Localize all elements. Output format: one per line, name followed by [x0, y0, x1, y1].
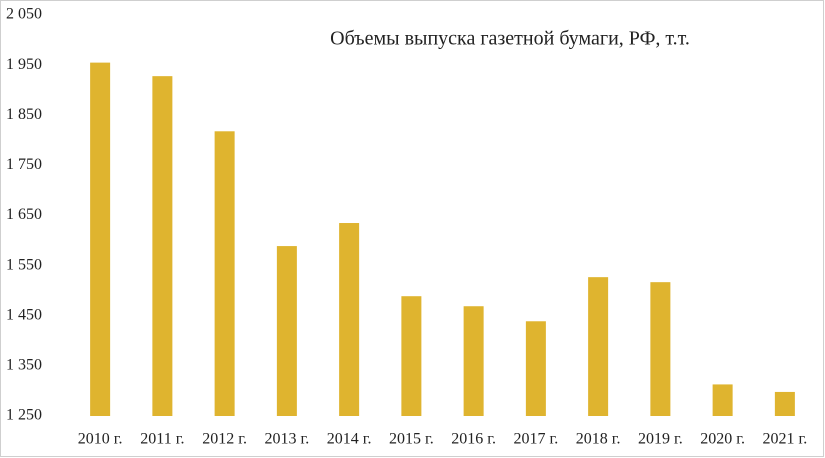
bar [774, 391, 795, 416]
y-tick-label: 1 850 [6, 106, 42, 123]
x-tick-label: 2015 г. [389, 431, 434, 448]
bar [152, 76, 173, 416]
x-tick-label: 2010 г. [78, 431, 123, 448]
x-tick-label: 2016 г. [451, 431, 496, 448]
bar [712, 384, 733, 416]
x-tick-label: 2011 г. [140, 431, 184, 448]
y-tick-label: 2 050 [6, 6, 42, 23]
chart-title: Объемы выпуска газетной бумаги, РФ, т.т. [330, 28, 690, 50]
y-tick-label: 1 950 [6, 56, 42, 73]
bar [650, 282, 671, 416]
x-tick-label: 2014 г. [327, 431, 372, 448]
x-tick-label: 2012 г. [202, 431, 247, 448]
bar [214, 131, 235, 417]
x-tick-label: 2021 г. [762, 431, 807, 448]
bar [588, 277, 609, 416]
x-tick-label: 2020 г. [700, 431, 745, 448]
y-tick-label: 1 350 [6, 357, 42, 374]
bar [339, 223, 360, 416]
y-tick-label: 1 250 [6, 407, 42, 424]
bar [463, 306, 484, 416]
x-tick-label: 2018 г. [576, 431, 621, 448]
x-tick-label: 2017 г. [513, 431, 558, 448]
x-tick-label: 2019 г. [638, 431, 683, 448]
x-tick-label: 2013 г. [264, 431, 309, 448]
y-tick-label: 1 450 [6, 306, 42, 323]
y-tick-label: 1 550 [6, 256, 42, 273]
bar [276, 246, 297, 416]
bar [525, 321, 546, 416]
y-tick-label: 1 750 [6, 156, 42, 173]
bar [401, 296, 422, 416]
bar [90, 62, 111, 417]
y-tick-label: 1 650 [6, 206, 42, 223]
